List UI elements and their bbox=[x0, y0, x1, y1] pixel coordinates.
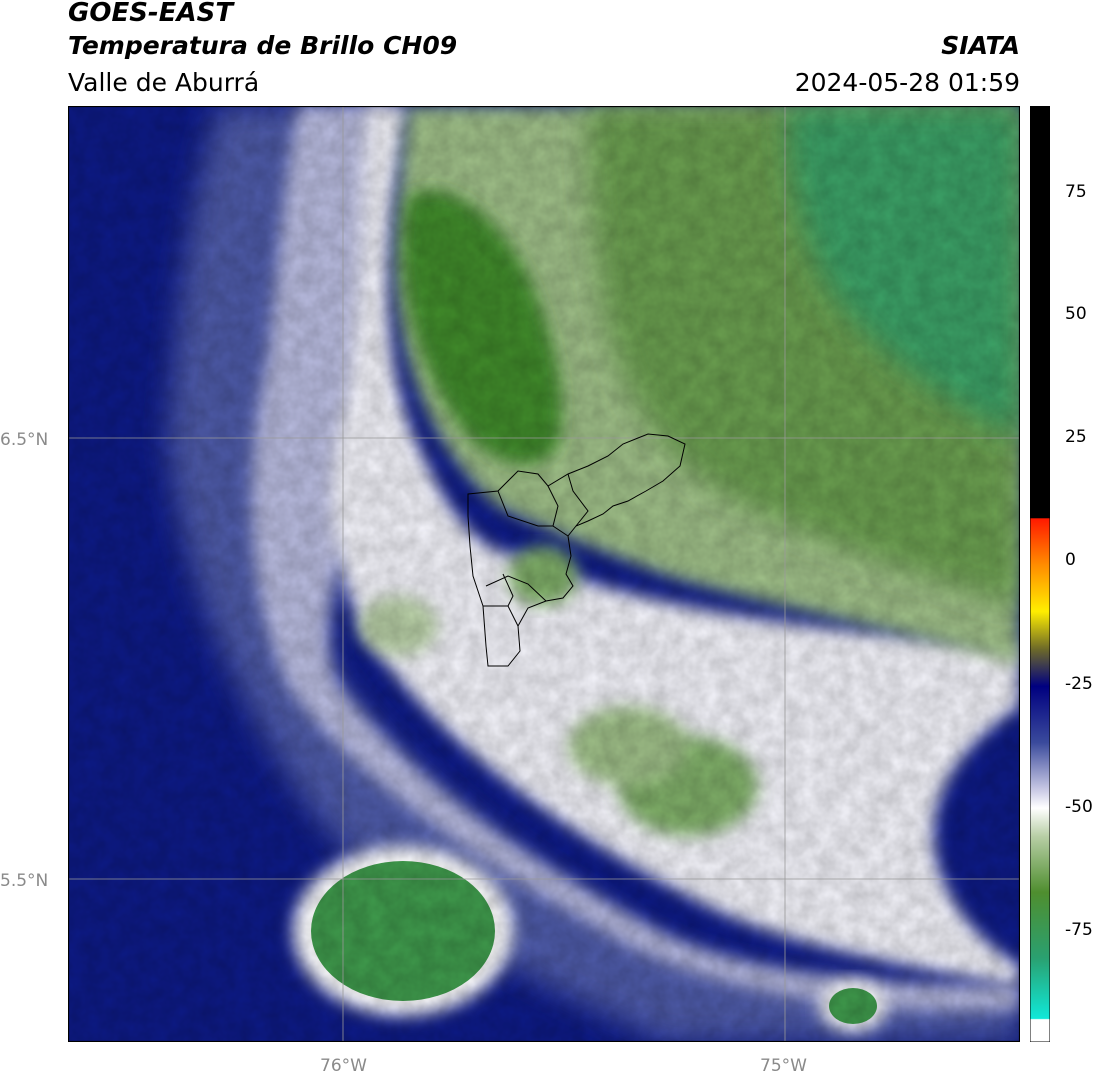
cb-label-minus75: -75 bbox=[1065, 920, 1093, 940]
cb-label-75: 75 bbox=[1065, 182, 1087, 202]
municipal-boundaries bbox=[467, 433, 686, 667]
satellite-title: GOES-EAST bbox=[68, 0, 234, 28]
cb-label-minus25: -25 bbox=[1065, 674, 1093, 694]
cb-label-50: 50 bbox=[1065, 304, 1087, 324]
colorbar bbox=[1030, 106, 1050, 1042]
lat-label-6-5: 6.5°N bbox=[0, 430, 49, 450]
lon-label-76w: 76°W bbox=[320, 1056, 367, 1076]
organization-label: SIATA bbox=[941, 31, 1020, 60]
product-title: Temperatura de Brillo CH09 bbox=[68, 31, 458, 60]
datetime-label: 2024-05-28 01:59 bbox=[794, 68, 1020, 97]
lat-label-5-5: 5.5°N bbox=[0, 871, 49, 891]
colorbar-gradient bbox=[1030, 106, 1050, 1042]
brightness-temperature-map bbox=[68, 106, 1020, 1042]
cb-label-25: 25 bbox=[1065, 427, 1087, 447]
map-frame bbox=[68, 106, 1020, 1042]
lon-label-75w: 75°W bbox=[760, 1056, 807, 1076]
cb-label-0: 0 bbox=[1065, 550, 1076, 570]
texture-overlay bbox=[68, 106, 1020, 1042]
region-label: Valle de Aburrá bbox=[68, 68, 260, 97]
cb-label-minus50: -50 bbox=[1065, 797, 1093, 817]
